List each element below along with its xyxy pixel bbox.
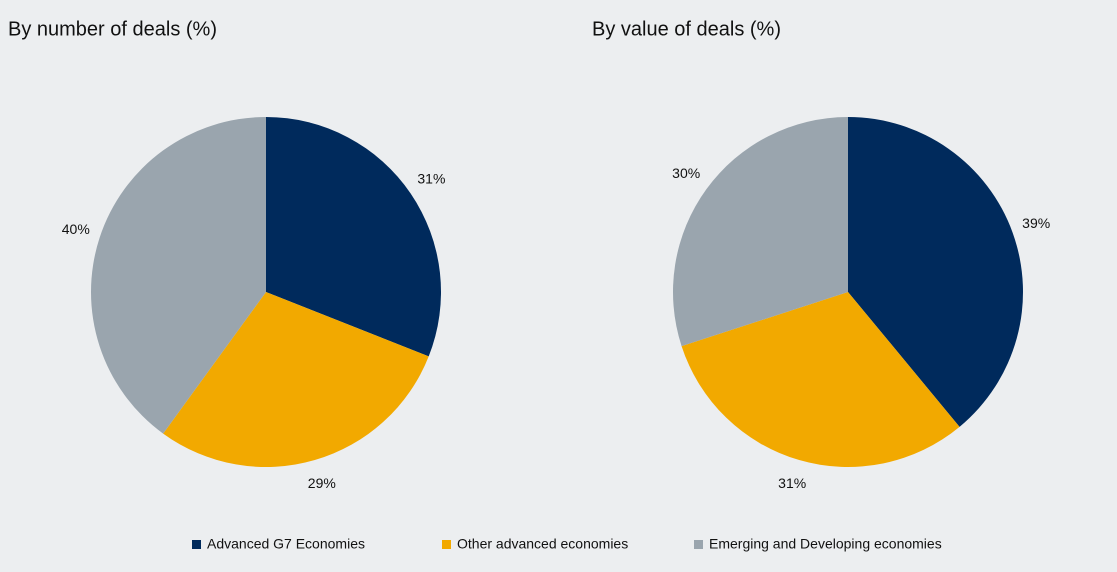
pie-slice [681, 292, 960, 467]
legend-label: Other advanced economies [457, 536, 628, 552]
legend-label: Advanced G7 Economies [207, 536, 365, 552]
pie-slice [91, 117, 266, 434]
pie-slice [163, 292, 429, 467]
data-label: 40% [62, 221, 90, 237]
data-label: 30% [672, 165, 700, 181]
data-label: 39% [1022, 215, 1050, 231]
data-label: 31% [417, 170, 445, 186]
chart-title: By number of deals (%) [8, 18, 217, 40]
data-label: 29% [308, 475, 336, 491]
pie-slice [673, 117, 848, 347]
legend-swatch [442, 540, 451, 549]
pie-slice [848, 117, 1023, 427]
legend-label: Emerging and Developing economies [709, 536, 942, 552]
data-label: 31% [778, 475, 806, 491]
chart-title: By value of deals (%) [592, 18, 781, 40]
legend-swatch [694, 540, 703, 549]
pie-slice [266, 117, 441, 357]
legend-swatch [192, 540, 201, 549]
